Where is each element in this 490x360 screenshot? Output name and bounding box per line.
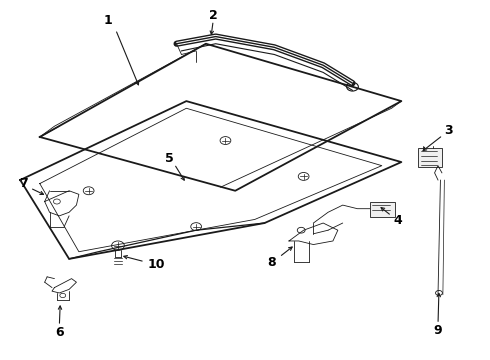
Text: 1: 1 xyxy=(104,14,113,27)
Text: 2: 2 xyxy=(209,9,218,22)
Text: 7: 7 xyxy=(19,177,28,190)
Text: 9: 9 xyxy=(434,324,442,337)
Text: 4: 4 xyxy=(393,214,402,227)
Bar xyxy=(418,148,442,167)
Text: 8: 8 xyxy=(268,256,276,269)
Text: 3: 3 xyxy=(444,124,453,137)
Text: 6: 6 xyxy=(55,326,64,339)
Bar xyxy=(369,202,395,217)
Text: 10: 10 xyxy=(147,258,165,271)
Text: 5: 5 xyxy=(165,152,173,165)
